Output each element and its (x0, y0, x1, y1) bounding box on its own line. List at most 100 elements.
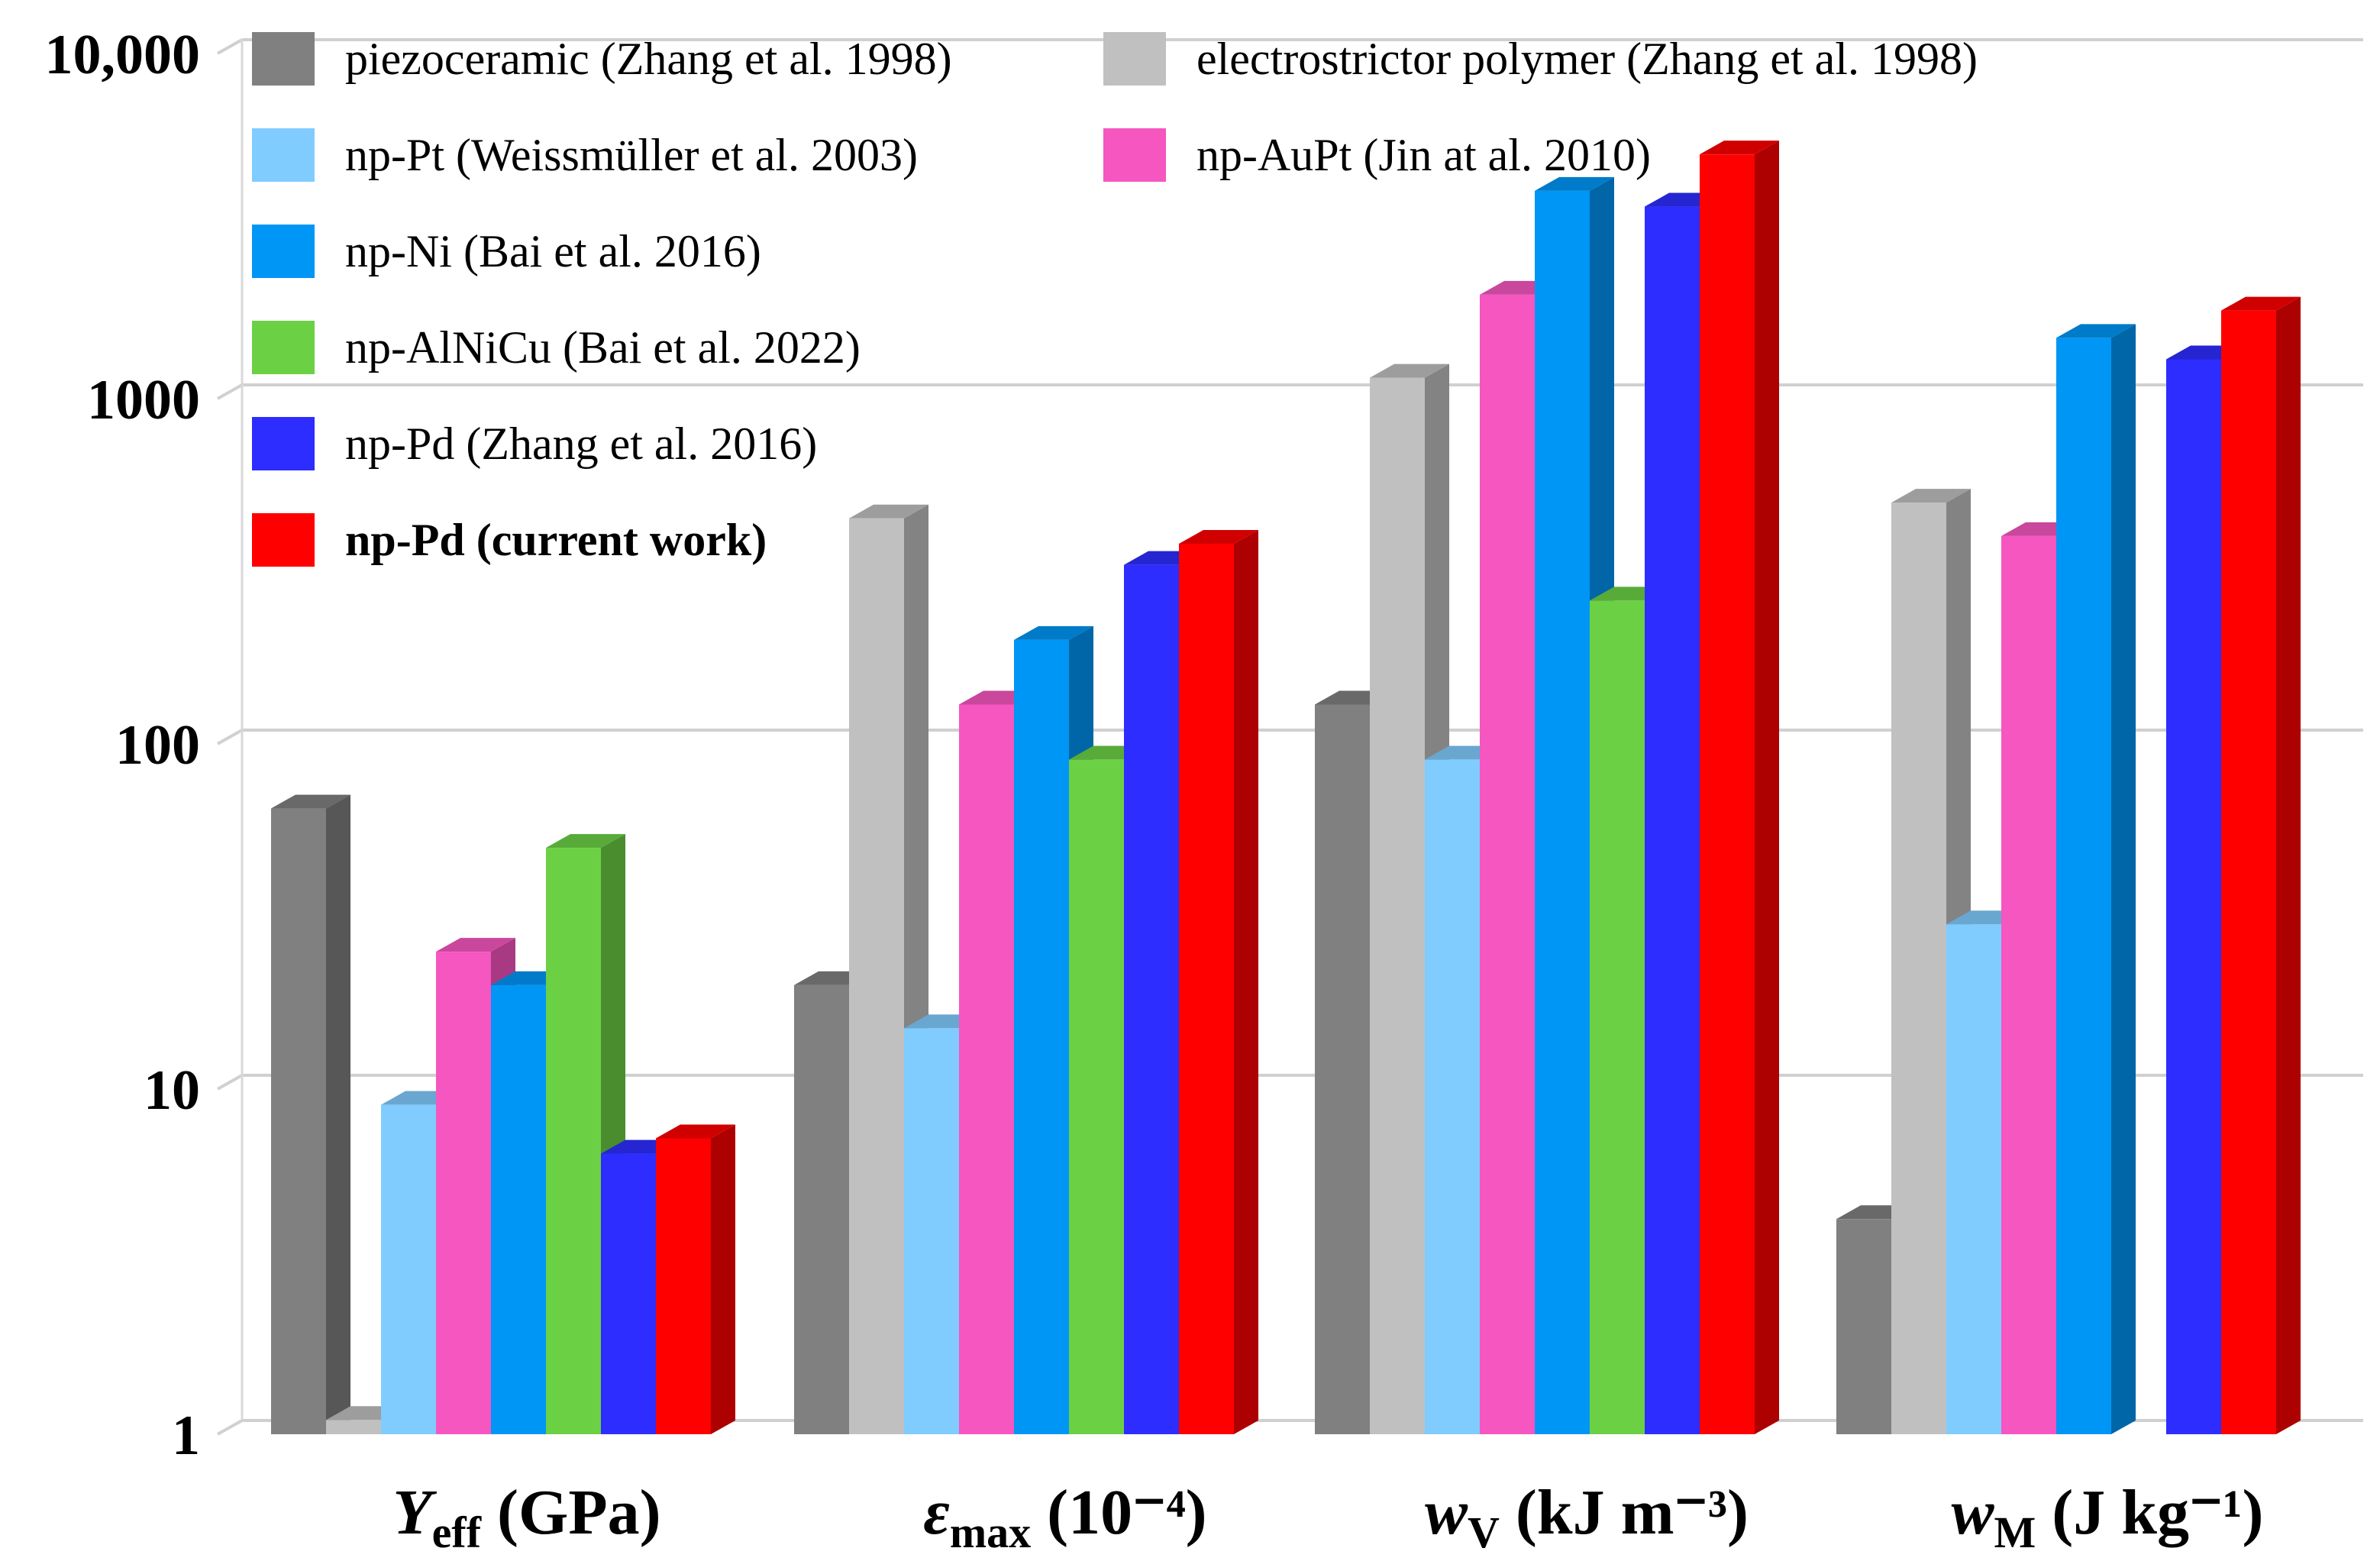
bar-front (1836, 1219, 1891, 1434)
bar-front (1946, 924, 2001, 1434)
bar-front (1535, 190, 1590, 1434)
bar-top (1700, 141, 1779, 155)
y-axis: 1 10 100 1000 10,000 (45, 24, 201, 1467)
bar-front (271, 808, 326, 1434)
bar-side (326, 794, 350, 1434)
legend-entry: np-Pd (current work) (252, 513, 767, 567)
bar-front (326, 1420, 381, 1434)
legend-swatch (1103, 128, 1166, 182)
y-tick-label: 10 (144, 1059, 200, 1122)
y-tick-label: 1000 (87, 369, 200, 431)
bar-front (1124, 564, 1179, 1434)
bar-front (2001, 535, 2056, 1434)
legend-swatch (252, 128, 315, 182)
y-tick-label: 10,000 (45, 24, 201, 86)
bar-front (436, 952, 491, 1434)
bar (1700, 141, 1779, 1435)
bar-top (1535, 176, 1614, 191)
bar-front (1590, 600, 1645, 1434)
bar-side (711, 1124, 735, 1434)
legend-entry: np-Pt (Weissmüller et al. 2003) (252, 128, 918, 182)
legend-swatch (1103, 32, 1166, 86)
bar-front (904, 1028, 959, 1434)
bar-front (1891, 503, 1946, 1434)
bar-top (436, 938, 515, 952)
bar (2221, 296, 2301, 1434)
x-axis: Yeff (GPa) εmax (10⁻⁴) wV (kJ m⁻³) wM (J kg… (392, 1477, 2263, 1557)
gridline-diagonal (217, 38, 243, 55)
bar-side (1755, 141, 1779, 1435)
legend-swatch (252, 225, 315, 278)
bar-front (546, 848, 601, 1434)
bar-side (2111, 324, 2136, 1434)
bar-front (1315, 704, 1370, 1434)
legend-entry: np-Pd (Zhang et al. 2016) (252, 417, 817, 470)
bar-front (601, 1153, 656, 1434)
bar-top (2221, 296, 2301, 311)
bar-front (794, 984, 849, 1434)
legend-label: np-Pt (Weissmüller et al. 2003) (345, 130, 918, 180)
legend-entry: electrostrictor polymer (Zhang et al. 19… (1103, 32, 1978, 86)
bar-top (1370, 364, 1449, 378)
legend-label: np-Pd (current work) (345, 515, 767, 565)
bar-front (1480, 294, 1535, 1434)
bar-front (1700, 154, 1755, 1435)
bar (849, 504, 928, 1434)
bar-top (1891, 489, 1971, 503)
legend-entry: np-AuPt (Jin at al. 2010) (1103, 128, 1651, 182)
legend-swatch (252, 32, 315, 86)
bar-front (1014, 639, 1069, 1434)
bar-front (1645, 206, 1700, 1434)
gridline-diagonal (217, 1074, 243, 1091)
bar-side (2276, 296, 2301, 1434)
legend-swatch (252, 417, 315, 470)
bar (656, 1124, 735, 1434)
gridline-diagonal (217, 729, 243, 745)
legend-swatch (252, 321, 315, 374)
x-category-label: wV (kJ m⁻³) (1425, 1477, 1749, 1557)
bar-front (1069, 759, 1124, 1434)
legend-label: np-AlNiCu (Bai et al. 2022) (345, 322, 861, 373)
bar-top (2056, 324, 2136, 338)
bar (2056, 324, 2136, 1434)
bar-front (491, 984, 546, 1434)
bar (1179, 529, 1258, 1435)
bar-front (2166, 359, 2221, 1435)
x-category-label: εmax (10⁻⁴) (923, 1477, 1206, 1557)
bar-top (1179, 529, 1258, 544)
gridline-diagonal (217, 383, 243, 400)
legend-entry: np-Ni (Bai et al. 2016) (252, 225, 761, 278)
x-category-label: wM (J kg⁻¹) (1952, 1477, 2264, 1557)
bar-top (849, 504, 928, 519)
bar-top (271, 794, 350, 809)
bar-front (849, 518, 904, 1434)
legend-label: np-AuPt (Jin at al. 2010) (1196, 130, 1651, 180)
bar-top (1014, 625, 1093, 640)
bar-top (656, 1124, 735, 1139)
bar-top (546, 834, 625, 848)
bar-front (2221, 310, 2276, 1434)
legend-entry: np-AlNiCu (Bai et al. 2022) (252, 321, 861, 374)
bar-front (656, 1138, 711, 1434)
bar-front (1425, 759, 1480, 1434)
legend-label: np-Ni (Bai et al. 2016) (345, 226, 761, 276)
bar-front (1179, 543, 1234, 1435)
legend-label: electrostrictor polymer (Zhang et al. 19… (1196, 34, 1978, 84)
bar (271, 794, 350, 1434)
bar-side (1234, 529, 1258, 1435)
bar-front (1370, 377, 1425, 1434)
y-tick-label: 100 (115, 714, 200, 777)
x-category-label: Yeff (GPa) (392, 1477, 660, 1557)
legend-label: piezoceramic (Zhang et al. 1998) (345, 34, 952, 84)
legend-entry: piezoceramic (Zhang et al. 1998) (252, 32, 952, 86)
y-tick-label: 1 (172, 1404, 200, 1467)
bars (271, 141, 2301, 1435)
legend-label: np-Pd (Zhang et al. 2016) (345, 419, 817, 469)
bar-front (959, 704, 1014, 1434)
legend: piezoceramic (Zhang et al. 1998) electros… (252, 32, 1978, 567)
gridline-diagonal (217, 1419, 243, 1436)
bar-front (2056, 338, 2111, 1434)
bar-front (381, 1104, 436, 1434)
legend-swatch (252, 513, 315, 567)
